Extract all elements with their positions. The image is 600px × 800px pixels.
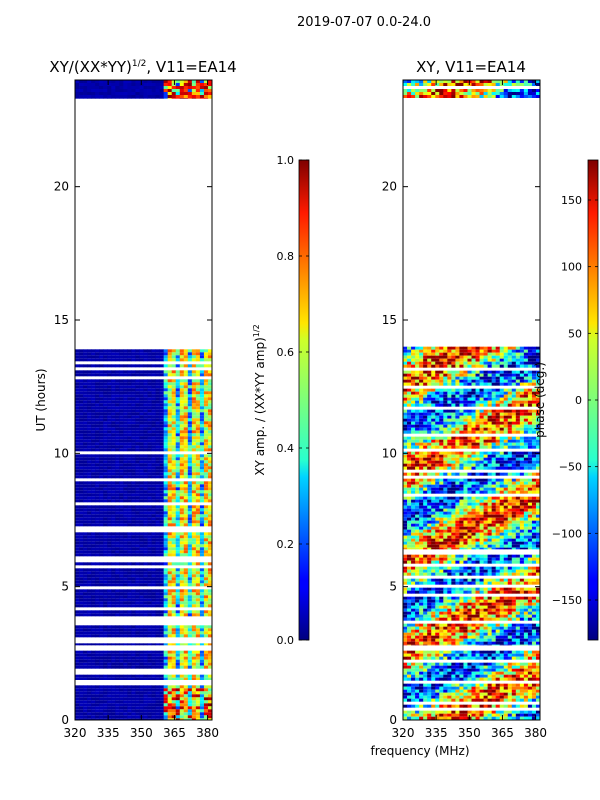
left-xtick-label: 350	[130, 726, 153, 740]
figure-suptitle: 2019-07-07 0.0-24.0	[297, 15, 431, 30]
right-colorbar-tick-label: 0	[575, 394, 582, 407]
left-colorbar-label: XY amp. / (XX*YY amp)1/2	[252, 324, 267, 475]
right-colorbar-tick-label: −50	[559, 461, 582, 474]
x-axis-label: frequency (MHz)	[370, 744, 469, 758]
right-xtick-label: 380	[524, 726, 547, 740]
right-xtick-label: 365	[491, 726, 514, 740]
right-xtick-label: 320	[392, 726, 415, 740]
right-colorbar-tick-label: −150	[552, 594, 582, 607]
left-xtick-label: 320	[64, 726, 87, 740]
left-colorbar-tick-label: 0.4	[277, 442, 295, 455]
right-colorbar-tick-label: −100	[552, 527, 582, 540]
right-colorbar-tick-label: 50	[568, 327, 582, 340]
left-ytick-label: 10	[54, 446, 69, 460]
right-ytick-label: 0	[389, 713, 397, 727]
right-x-axis: 320 335 350 365 380	[392, 80, 547, 740]
right-heatmap-data	[403, 80, 540, 720]
left-ytick-label: 20	[54, 180, 69, 194]
right-panel-title: XY, V11=EA14	[416, 58, 526, 76]
right-y-axis: 0 5 10 15 20	[382, 180, 540, 727]
left-colorbar-tick-label: 0.8	[277, 250, 295, 263]
right-ytick-label: 10	[382, 446, 397, 460]
left-y-axis: 0 5 10 15 20	[54, 180, 212, 727]
left-xtick-label: 380	[196, 726, 219, 740]
left-x-axis: 320 335 350 365 380	[64, 80, 219, 740]
left-xtick-label: 335	[97, 726, 120, 740]
right-xtick-label: 335	[425, 726, 448, 740]
left-colorbar-tick-label: 0.6	[277, 346, 295, 359]
left-ytick-label: 0	[61, 713, 69, 727]
right-xtick-label: 350	[458, 726, 481, 740]
left-heatmap-data	[75, 80, 212, 720]
left-ytick-label: 5	[61, 580, 69, 594]
left-plot-frame	[74, 79, 213, 721]
left-colorbar	[298, 159, 310, 641]
right-colorbar-ticks: −150 −100 −50 0 50 100 150	[552, 194, 598, 607]
right-ytick-label: 20	[382, 180, 397, 194]
right-colorbar-tick-label: 150	[561, 194, 582, 207]
right-colorbar-label: phase (deg.)	[533, 362, 547, 438]
left-colorbar-tick-label: 0.2	[277, 538, 295, 551]
left-y-axis-label: UT (hours)	[34, 368, 48, 431]
left-colorbar-ticks: 0.0 0.2 0.4 0.6 0.8 1.0	[277, 154, 309, 647]
right-plot-frame	[402, 79, 541, 721]
left-colorbar-tick-label: 1.0	[277, 154, 295, 167]
left-ytick-label: 15	[54, 313, 69, 327]
left-colorbar-tick-label: 0.0	[277, 634, 295, 647]
right-ytick-label: 15	[382, 313, 397, 327]
left-panel-title: XY/(XX*YY)1/2, V11=EA14	[49, 58, 236, 76]
right-colorbar-tick-label: 100	[561, 261, 582, 274]
left-xtick-label: 365	[163, 726, 186, 740]
right-ytick-label: 5	[389, 580, 397, 594]
